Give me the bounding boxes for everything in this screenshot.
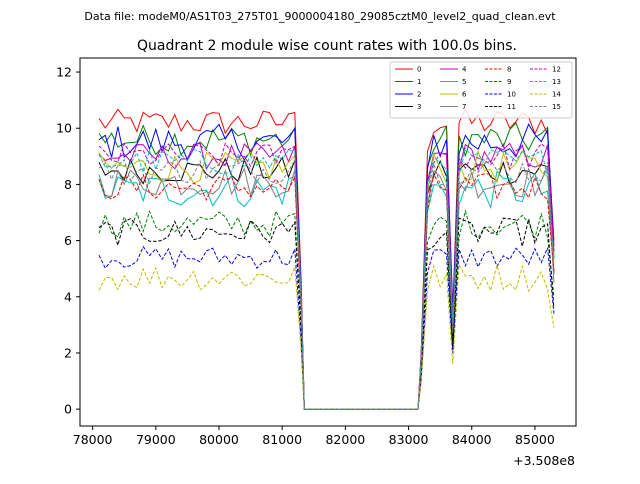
legend-label: 9 <box>507 78 511 86</box>
y-tick-label: 10 <box>56 121 72 136</box>
legend-label: 10 <box>507 91 516 99</box>
series-line-2 <box>98 123 555 410</box>
x-tick-label: 78000 <box>73 432 113 447</box>
y-tick-label: 6 <box>64 233 72 248</box>
legend-label: 1 <box>417 78 421 86</box>
series-line-4 <box>98 142 555 410</box>
x-tick-label: 82000 <box>325 432 365 447</box>
y-tick-label: 12 <box>56 65 72 80</box>
series-line-8 <box>98 172 555 410</box>
y-axis: 0 2 4 6 8 10 12 <box>56 65 80 417</box>
x-axis: 78000 79000 80000 81000 82000 83000 84000 85000 <box>73 426 555 447</box>
plot-frame <box>79 57 577 427</box>
x-axis-offset-label: +3.508e8 <box>513 453 575 468</box>
x-tick-label: 85000 <box>515 432 555 447</box>
series-layer <box>98 107 555 410</box>
series-line-12 <box>98 142 555 410</box>
series-line-14 <box>98 262 555 410</box>
legend-label: 13 <box>552 78 561 86</box>
series-line-7 <box>98 166 555 410</box>
legend-label: 2 <box>417 91 421 99</box>
legend-frame <box>389 61 573 119</box>
legend-label: 7 <box>462 103 466 111</box>
series-line-3 <box>98 155 555 410</box>
series-line-11 <box>98 217 555 410</box>
legend-label: 5 <box>462 78 466 86</box>
x-tick-label: 79000 <box>136 432 176 447</box>
legend-label: 12 <box>552 66 561 74</box>
series-line-0 <box>98 107 555 410</box>
x-tick-label: 81000 <box>262 432 302 447</box>
x-tick-label: 80000 <box>199 432 239 447</box>
chart-title: Quadrant 2 module wise count rates with … <box>137 38 517 54</box>
figure-suptitle: Data file: modeM0/AS1T03_275T01_90000041… <box>84 10 556 23</box>
legend-label: 8 <box>507 66 511 74</box>
y-tick-label: 2 <box>64 345 72 360</box>
y-tick-label: 0 <box>64 402 72 417</box>
series-line-1 <box>98 121 555 410</box>
x-tick-label: 83000 <box>389 432 429 447</box>
series-line-13 <box>98 147 555 410</box>
legend-label: 4 <box>462 66 467 74</box>
legend-label: 3 <box>417 103 421 111</box>
legend-label: 15 <box>552 103 561 111</box>
series-line-5 <box>98 170 555 410</box>
series-line-9 <box>98 209 555 410</box>
legend-label: 6 <box>462 91 467 99</box>
series-line-10 <box>98 245 555 410</box>
series-line-6 <box>98 149 555 410</box>
y-tick-label: 4 <box>64 289 72 304</box>
y-tick-label: 8 <box>64 177 72 192</box>
x-tick-label: 84000 <box>452 432 492 447</box>
series-line-15 <box>98 158 555 410</box>
legend-label: 0 <box>417 66 421 74</box>
legend-label: 14 <box>552 91 561 99</box>
legend-label: 11 <box>507 103 516 111</box>
